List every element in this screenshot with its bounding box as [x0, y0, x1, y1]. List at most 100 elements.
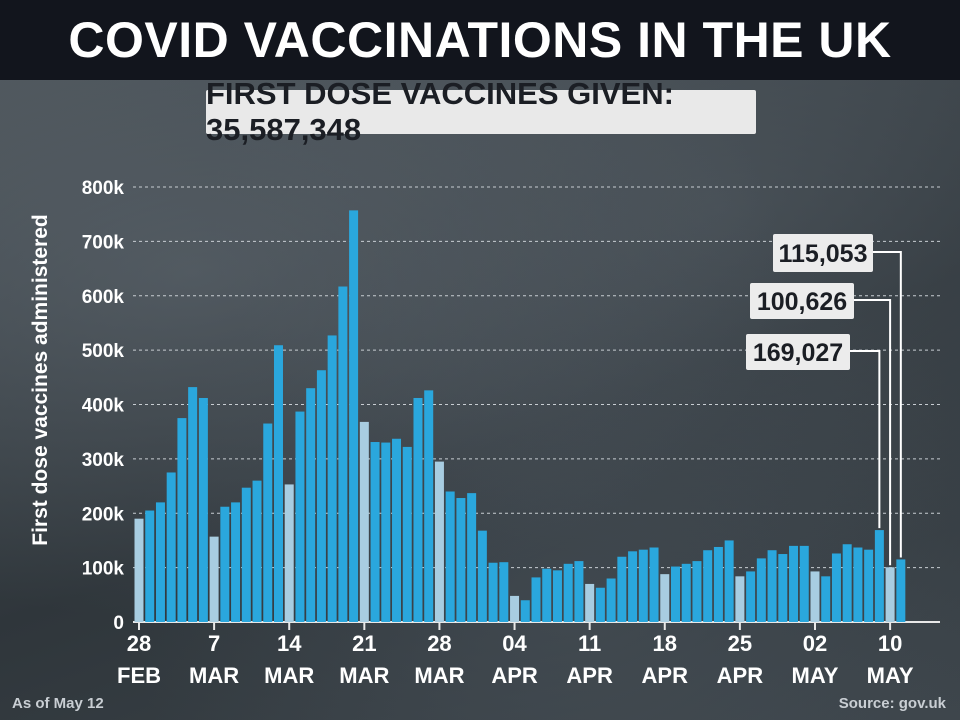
bar — [703, 550, 713, 622]
bar — [510, 595, 520, 622]
bar — [671, 566, 680, 622]
bar — [864, 549, 874, 622]
bar — [284, 484, 294, 622]
y-tick-label: 0 — [113, 613, 124, 634]
x-tick-day: 28 — [427, 631, 451, 656]
bar — [692, 561, 702, 622]
x-tick-month: APR — [717, 663, 764, 688]
x-tick-month: MAR — [264, 663, 314, 688]
bar — [424, 390, 434, 622]
bar — [359, 421, 369, 622]
bar — [531, 577, 541, 622]
y-tick-label: 200k — [82, 504, 125, 525]
bar — [134, 518, 144, 622]
bar — [188, 387, 198, 622]
y-axis-label: First dose vaccines administered — [29, 214, 52, 545]
bar — [595, 587, 605, 622]
y-tick-label: 800k — [82, 178, 125, 199]
bar — [231, 502, 241, 623]
bar — [563, 563, 573, 622]
bar — [381, 442, 391, 622]
callout-box — [773, 234, 873, 272]
callout-leader-line — [873, 251, 902, 558]
bar — [488, 562, 498, 622]
bar — [542, 568, 552, 622]
bar — [209, 536, 219, 622]
y-axis-ticks: 0 100k 200k 300k 400k 500k 600k 700k 800k — [82, 178, 125, 634]
bar — [767, 550, 777, 622]
callout-leader-line — [850, 350, 881, 529]
bar — [402, 446, 412, 622]
bar — [177, 418, 187, 622]
bar — [456, 498, 466, 622]
bar — [681, 563, 691, 622]
x-tick-day: 10 — [878, 631, 902, 656]
y-tick-label: 100k — [82, 559, 125, 580]
callout-box — [750, 283, 854, 319]
bar — [520, 600, 530, 622]
bar — [198, 397, 208, 622]
x-tick-month: MAR — [189, 663, 239, 688]
bar — [434, 461, 444, 622]
y-tick-label: 700k — [82, 232, 125, 253]
bar — [617, 556, 627, 622]
callout-value: 115,053 — [779, 240, 868, 268]
bar — [660, 574, 670, 622]
bar — [746, 571, 756, 622]
bar — [413, 397, 423, 622]
source-note: Source: gov.uk — [838, 695, 946, 712]
x-tick-day: 02 — [803, 631, 827, 656]
x-tick-day: 11 — [578, 631, 601, 656]
title-banner: COVID VACCINATIONS IN THE UK — [0, 0, 960, 80]
bar — [885, 567, 895, 622]
x-tick-day: 25 — [728, 631, 752, 656]
x-tick-day: 14 — [277, 631, 302, 656]
x-tick-day: 7 — [208, 631, 220, 656]
bar — [853, 547, 863, 622]
bar — [874, 530, 884, 622]
bar — [316, 370, 326, 622]
y-tick-label: 400k — [82, 396, 125, 417]
bar — [724, 540, 734, 622]
bar — [252, 480, 262, 623]
bar — [166, 472, 176, 622]
x-tick-day: 18 — [653, 631, 677, 656]
x-tick-month: APR — [491, 663, 538, 688]
x-tick-month: FEB — [117, 663, 161, 688]
bar — [638, 549, 648, 622]
bar — [628, 551, 638, 622]
page-title: COVID VACCINATIONS IN THE UK — [68, 12, 892, 68]
bar — [789, 545, 799, 623]
x-tick-month: MAY — [867, 663, 914, 688]
bar — [799, 545, 809, 623]
bar — [273, 345, 283, 622]
bars — [134, 210, 906, 623]
bar — [327, 335, 337, 622]
bar — [735, 576, 745, 622]
bar — [145, 510, 155, 622]
bar — [263, 423, 273, 622]
bar — [392, 438, 402, 622]
bar — [155, 502, 165, 623]
callout-value: 100,626 — [757, 288, 847, 316]
bar — [477, 530, 487, 622]
bar — [810, 571, 820, 622]
y-tick-label: 300k — [82, 450, 125, 471]
bar — [842, 544, 852, 622]
bar — [467, 493, 477, 622]
bar — [756, 558, 766, 622]
x-tick-month: MAR — [339, 663, 389, 688]
x-tick-month: MAY — [792, 663, 839, 688]
bar — [713, 546, 723, 622]
as-of-note: As of May 12 — [12, 695, 104, 712]
bar — [445, 491, 455, 622]
bar — [649, 547, 659, 622]
bar — [821, 576, 831, 622]
x-tick-month: APR — [642, 663, 689, 688]
bar — [896, 559, 906, 622]
bar — [370, 442, 380, 622]
x-tick-month: APR — [566, 663, 613, 688]
callout-value: 169,027 — [753, 339, 843, 367]
x-tick-day: 28 — [127, 631, 151, 656]
callouts: 115,053 100,626 169,027 — [746, 234, 902, 566]
